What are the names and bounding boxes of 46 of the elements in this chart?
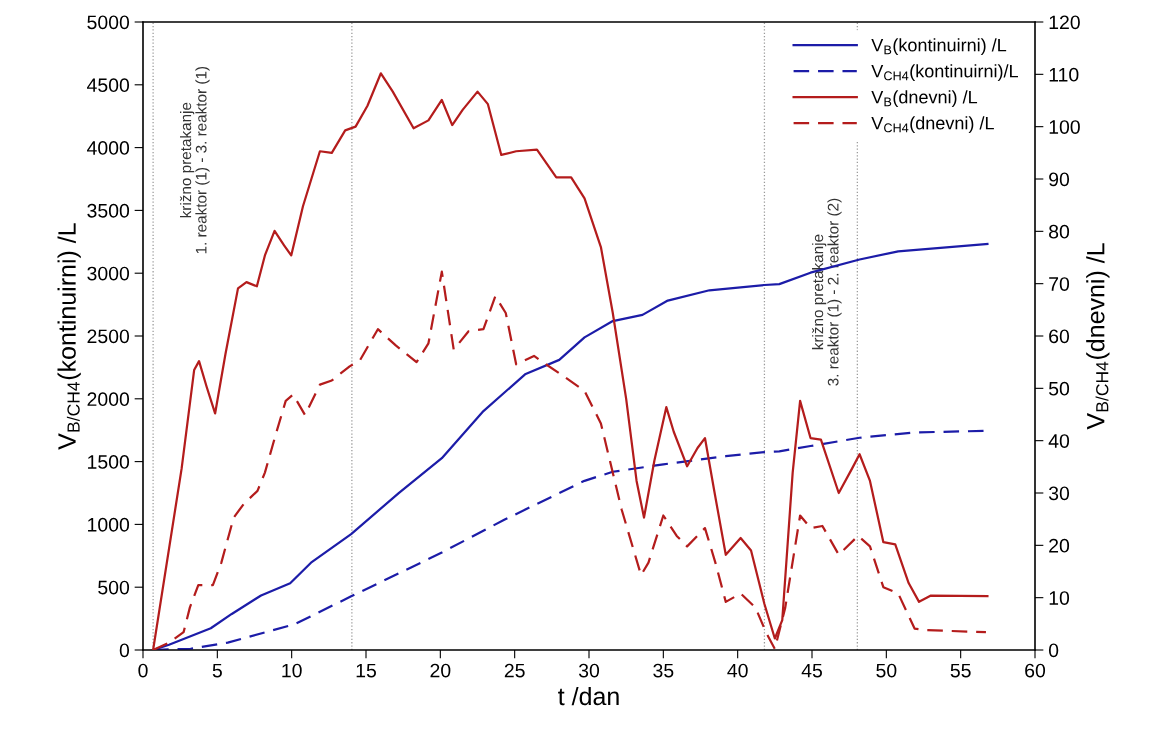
y2-tick-label: 100	[1049, 120, 1080, 134]
x-tick-label: 25	[504, 663, 525, 678]
x-tick-label: 45	[801, 663, 822, 678]
y-tick-label: 4000	[87, 141, 130, 155]
legend-label: V$_{B}$(kontinuirni) /L	[871, 38, 1007, 56]
x-tick-label: 40	[727, 663, 748, 678]
y2-tick-label: 90	[1049, 172, 1070, 187]
x-tick-label: 55	[950, 663, 971, 678]
y2-tick-label: 30	[1048, 486, 1070, 501]
x-tick-label: 60	[1025, 663, 1046, 678]
y2-tick-label: 70	[1049, 277, 1070, 291]
legend-label: V$_{CH4}$(kontinuirni)/L	[871, 64, 1018, 82]
y-tick-label: 0	[119, 643, 130, 658]
x-tick-label: 0	[138, 663, 148, 678]
y2-tick-label: 10	[1049, 591, 1070, 605]
x-axis-title: t /dan	[558, 686, 619, 706]
y-tick-label: 3000	[87, 266, 130, 281]
y2-tick-label: 60	[1049, 329, 1070, 344]
y-tick-label: 3500	[87, 203, 130, 218]
y-tick-label: 2000	[87, 392, 130, 407]
y-tick-label: 1000	[88, 517, 130, 532]
y2-tick-label: 120	[1049, 15, 1080, 30]
legend-label: V$_{B}$(dnevni) /L	[871, 90, 978, 108]
y2-tick-label: 20	[1049, 538, 1070, 553]
x-tick-label: 5	[212, 663, 222, 678]
y2-tick-label: 110	[1049, 67, 1079, 82]
y2-tick-label: 0	[1048, 643, 1059, 658]
y-axis-title: V$_{B/CH4}$(kontinuirni) /L	[57, 223, 81, 450]
y2-tick-label: 50	[1048, 381, 1070, 396]
y-tick-label: 4500	[87, 78, 130, 93]
y-tick-label: 500	[98, 580, 130, 595]
legend-label: V$_{CH4}$(dnevni) /L	[871, 116, 994, 134]
x-tick-label: 15	[356, 663, 376, 678]
x-tick-label: 10	[282, 663, 302, 678]
ref-line-label: križno pretakanje 1. reaktor (1) - 3. reaktor (1)	[179, 66, 210, 254]
x-tick-label: 35	[653, 663, 674, 678]
ref-line-label: križno pretakanje 3. reaktor (1) - 2. reaktor (2)	[811, 198, 842, 386]
y-tick-label: 1500	[88, 455, 130, 469]
x-tick-label: 30	[578, 663, 600, 678]
y-tick-label: 2500	[87, 329, 130, 344]
y-tick-label: 5000	[87, 15, 130, 30]
y2-axis-title: V$_{B/CH4}$(dnevni) /L	[1086, 243, 1110, 430]
y2-tick-label: 40	[1048, 434, 1070, 448]
x-tick-label: 20	[430, 663, 451, 678]
x-tick-label: 50	[876, 663, 897, 678]
y2-tick-label: 80	[1049, 224, 1070, 239]
